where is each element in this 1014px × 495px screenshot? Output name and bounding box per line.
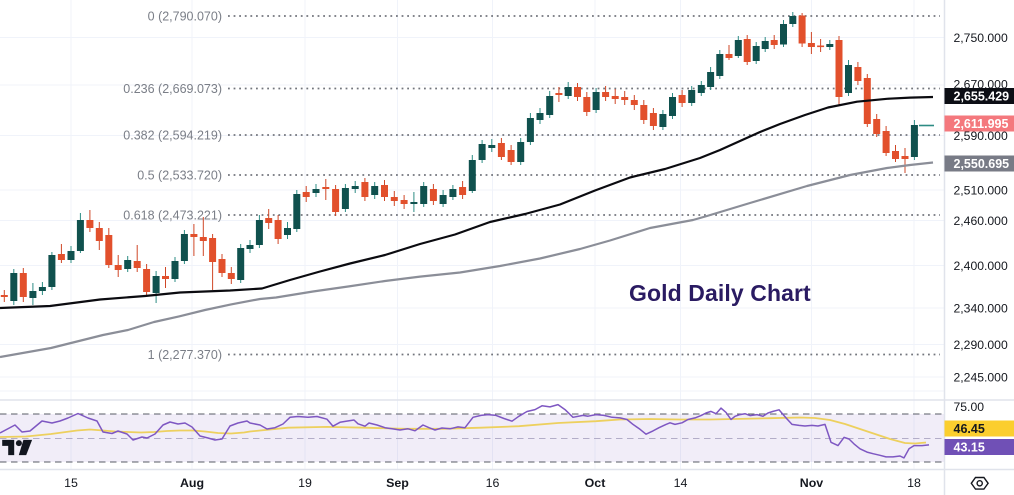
svg-text:2,590.000: 2,590.000 xyxy=(954,129,1008,143)
svg-text:46.45: 46.45 xyxy=(954,422,985,436)
svg-text:Oct: Oct xyxy=(585,476,606,490)
svg-text:2,340.000: 2,340.000 xyxy=(954,302,1008,316)
svg-text:2,290.000: 2,290.000 xyxy=(954,338,1008,352)
svg-text:2,460.000: 2,460.000 xyxy=(954,214,1008,228)
svg-text:0.382 (2,594.219): 0.382 (2,594.219) xyxy=(123,129,222,143)
svg-text:Nov: Nov xyxy=(800,476,824,490)
svg-text:2,750.000: 2,750.000 xyxy=(954,31,1008,45)
svg-text:15: 15 xyxy=(64,476,78,490)
svg-text:0.618 (2,473.221): 0.618 (2,473.221) xyxy=(123,209,222,223)
svg-text:Gold Daily Chart: Gold Daily Chart xyxy=(629,280,811,306)
svg-text:0.5 (2,533.720): 0.5 (2,533.720) xyxy=(137,169,222,183)
svg-text:18: 18 xyxy=(907,476,921,490)
svg-text:2,550.695: 2,550.695 xyxy=(954,157,1010,171)
svg-text:2,510.000: 2,510.000 xyxy=(954,184,1008,198)
svg-text:0.236 (2,669.073): 0.236 (2,669.073) xyxy=(123,82,222,96)
svg-text:2,245.000: 2,245.000 xyxy=(954,371,1008,385)
svg-text:75.00: 75.00 xyxy=(954,400,985,414)
svg-text:Aug: Aug xyxy=(180,476,204,490)
svg-text:19: 19 xyxy=(298,476,312,490)
svg-text:0 (2,790.070): 0 (2,790.070) xyxy=(148,10,222,24)
svg-text:43.15: 43.15 xyxy=(954,441,985,455)
svg-text:14: 14 xyxy=(674,476,688,490)
svg-text:16: 16 xyxy=(486,476,500,490)
svg-text:1 (2,277.370): 1 (2,277.370) xyxy=(148,348,222,362)
svg-text:2,655.429: 2,655.429 xyxy=(954,90,1010,104)
svg-text:Sep: Sep xyxy=(386,476,409,490)
svg-text:2,611.995: 2,611.995 xyxy=(954,117,1009,131)
svg-text:2,400.000: 2,400.000 xyxy=(954,259,1008,273)
